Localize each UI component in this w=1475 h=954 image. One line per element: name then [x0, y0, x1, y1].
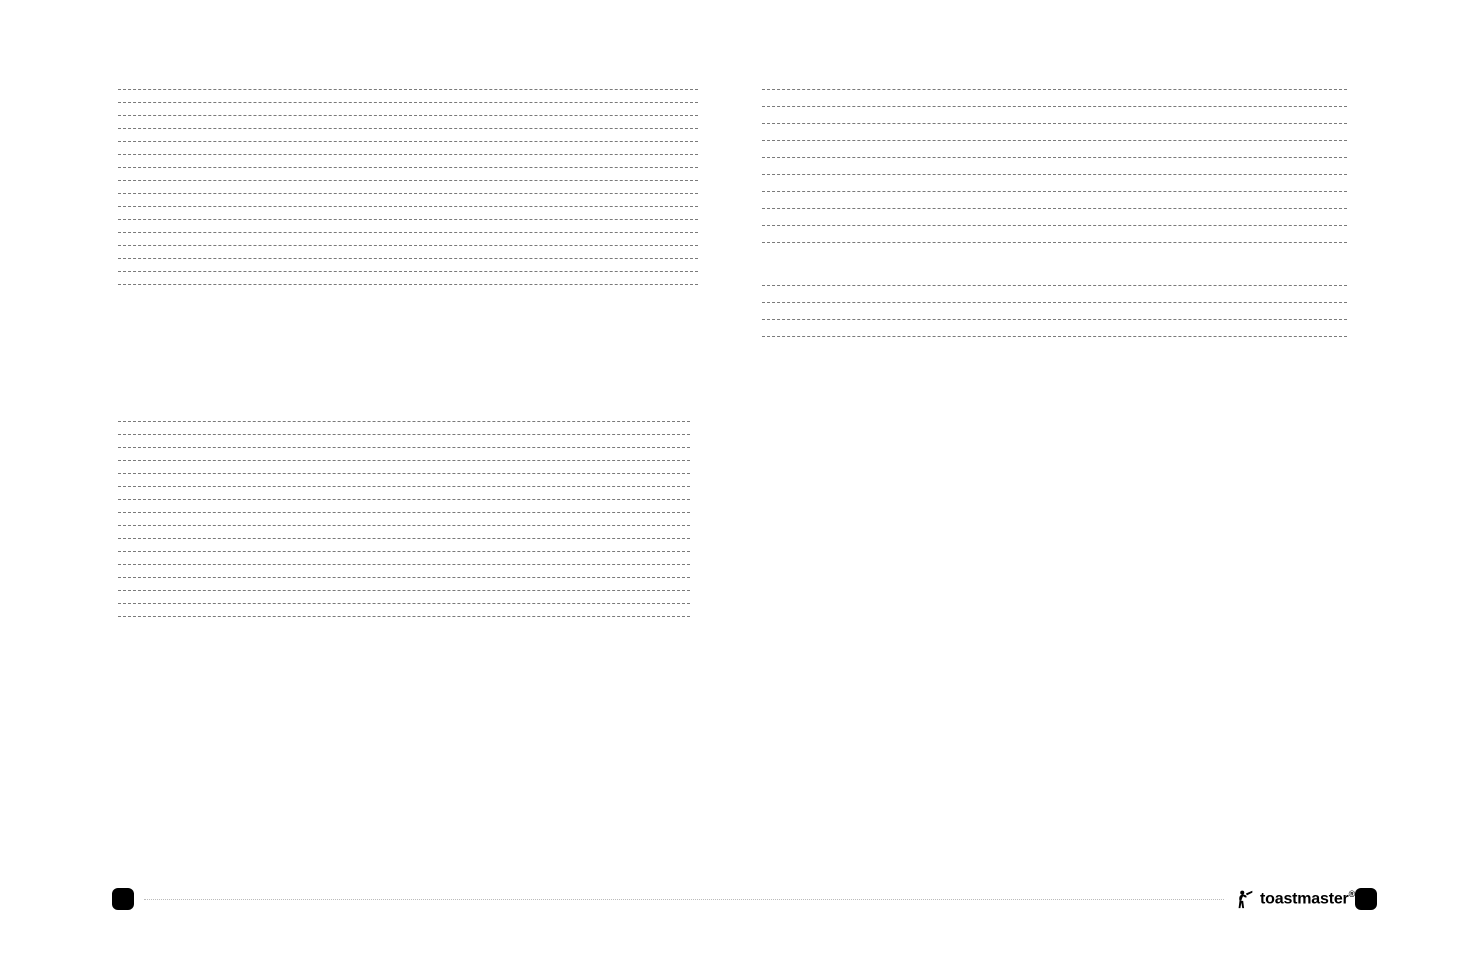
ruled-line [118, 498, 690, 500]
ruled-line [118, 140, 698, 142]
ruled-line [118, 114, 698, 116]
page-footer: toastmaster® [112, 886, 1377, 912]
ruled-line [762, 207, 1347, 209]
ruled-line [118, 472, 690, 474]
ruled-line [762, 335, 1347, 337]
brand-text: toastmaster® [1260, 889, 1355, 908]
ruled-line [118, 524, 690, 526]
ruled-line [762, 173, 1347, 175]
brand-logo: toastmaster® [1234, 888, 1355, 910]
ruled-line [118, 576, 690, 578]
ruled-line [118, 179, 698, 181]
ruled-line [118, 615, 690, 617]
ruled-line [118, 101, 698, 103]
ruled-line [118, 166, 698, 168]
ruled-line [118, 257, 698, 259]
ruled-line [118, 563, 690, 565]
ruled-line [118, 459, 690, 461]
ruled-line [118, 446, 690, 448]
ruled-line [118, 88, 698, 90]
ruled-line [118, 218, 698, 220]
ruled-line [762, 301, 1347, 303]
notes-block-top-right [762, 88, 1347, 352]
chef-icon [1234, 888, 1256, 910]
ruled-line [118, 550, 690, 552]
recipe-notes-page: toastmaster® [0, 0, 1475, 954]
ruled-line [118, 231, 698, 233]
footer-rule [144, 899, 1224, 900]
ruled-line [762, 241, 1347, 243]
ruled-line [118, 192, 698, 194]
ruled-line [118, 485, 690, 487]
ruled-line [762, 139, 1347, 141]
ruled-line [762, 284, 1347, 286]
page-marker-left [112, 888, 134, 910]
ruled-line [118, 420, 690, 422]
ruled-line [118, 244, 698, 246]
ruled-line [118, 283, 698, 285]
ruled-line [118, 270, 698, 272]
ruled-line [762, 122, 1347, 124]
ruled-line [118, 602, 690, 604]
ruled-line [762, 88, 1347, 90]
ruled-line [118, 589, 690, 591]
notes-block-top-left [118, 88, 698, 296]
ruled-line [118, 205, 698, 207]
ruled-line [118, 433, 690, 435]
ruled-line [118, 153, 698, 155]
ruled-line [118, 127, 698, 129]
ruled-line [762, 224, 1347, 226]
ruled-line [118, 537, 690, 539]
page-marker-right [1355, 888, 1377, 910]
ruled-line [762, 105, 1347, 107]
ruled-line [762, 190, 1347, 192]
notes-block-bottom-left [118, 420, 690, 628]
ruled-line [118, 511, 690, 513]
ruled-line [762, 318, 1347, 320]
ruled-line [762, 156, 1347, 158]
